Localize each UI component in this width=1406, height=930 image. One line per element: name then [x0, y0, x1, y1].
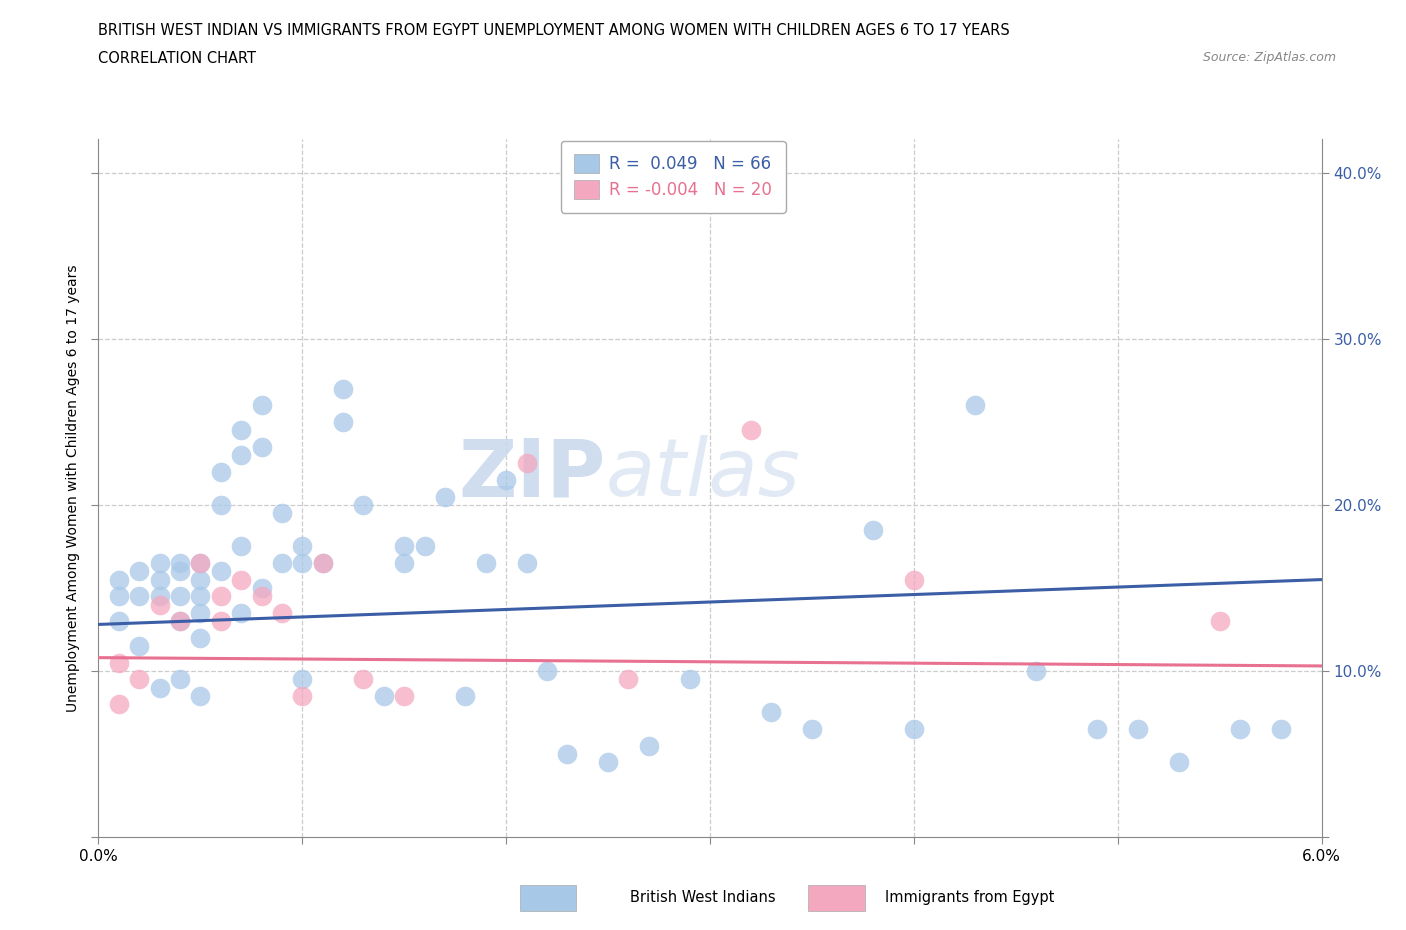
Point	[311, 555, 335, 570]
Point	[108, 614, 131, 629]
Text: CORRELATION CHART: CORRELATION CHART	[98, 51, 256, 66]
Point	[1167, 755, 1189, 770]
Point	[392, 555, 416, 570]
Point	[801, 722, 824, 737]
Point	[413, 539, 436, 554]
Point	[149, 555, 172, 570]
Point	[188, 572, 212, 587]
Point	[373, 688, 395, 703]
Point	[1128, 722, 1150, 737]
Point	[740, 422, 762, 438]
Point	[250, 398, 273, 413]
Point	[250, 580, 273, 595]
Point	[108, 697, 131, 711]
Point	[637, 738, 661, 753]
Point	[209, 589, 232, 604]
Point	[311, 555, 335, 570]
Point	[1270, 722, 1292, 737]
Point	[598, 755, 620, 770]
Point	[516, 456, 538, 471]
Point	[209, 498, 232, 512]
Point	[169, 614, 191, 629]
Point	[903, 572, 925, 587]
Point	[209, 464, 232, 479]
Text: BRITISH WEST INDIAN VS IMMIGRANTS FROM EGYPT UNEMPLOYMENT AMONG WOMEN WITH CHILD: BRITISH WEST INDIAN VS IMMIGRANTS FROM E…	[98, 23, 1010, 38]
Point	[231, 422, 253, 438]
Point	[679, 671, 702, 686]
Point	[352, 498, 374, 512]
Point	[617, 671, 640, 686]
Point	[903, 722, 925, 737]
Point	[188, 589, 212, 604]
Point	[209, 564, 232, 578]
Point	[188, 688, 212, 703]
Text: Source: ZipAtlas.com: Source: ZipAtlas.com	[1202, 51, 1336, 64]
Point	[495, 472, 517, 487]
Point	[169, 589, 191, 604]
Point	[454, 688, 477, 703]
Point	[392, 539, 416, 554]
Point	[128, 589, 150, 604]
Point	[209, 614, 232, 629]
Point	[291, 539, 314, 554]
Point	[188, 555, 212, 570]
Point	[1085, 722, 1108, 737]
Point	[231, 539, 253, 554]
Text: atlas: atlas	[606, 435, 801, 513]
Point	[352, 671, 374, 686]
Point	[188, 605, 212, 620]
Point	[128, 639, 150, 654]
Point	[862, 523, 884, 538]
Point	[332, 381, 354, 396]
Point	[392, 688, 416, 703]
Text: Immigrants from Egypt: Immigrants from Egypt	[886, 890, 1054, 905]
Point	[433, 489, 456, 504]
Point	[169, 564, 191, 578]
Point	[108, 589, 131, 604]
Y-axis label: Unemployment Among Women with Children Ages 6 to 17 years: Unemployment Among Women with Children A…	[66, 264, 80, 712]
Point	[718, 191, 742, 206]
Legend: R =  0.049   N = 66, R = -0.004   N = 20: R = 0.049 N = 66, R = -0.004 N = 20	[561, 140, 786, 213]
Point	[474, 555, 498, 570]
Point	[231, 572, 253, 587]
Point	[291, 671, 314, 686]
Point	[149, 597, 172, 612]
Point	[250, 439, 273, 454]
Point	[149, 680, 172, 695]
Point	[149, 572, 172, 587]
Point	[1229, 722, 1251, 737]
Point	[128, 564, 150, 578]
Point	[761, 705, 783, 720]
Point	[231, 447, 253, 462]
Point	[108, 572, 131, 587]
Point	[332, 415, 354, 430]
Point	[1025, 663, 1047, 678]
Point	[128, 671, 150, 686]
Point	[169, 614, 191, 629]
Point	[250, 589, 273, 604]
Point	[516, 555, 538, 570]
Point	[536, 663, 558, 678]
Point	[270, 555, 292, 570]
Point	[270, 605, 292, 620]
Point	[1208, 614, 1232, 629]
Point	[291, 688, 314, 703]
Point	[231, 605, 253, 620]
Point	[188, 631, 212, 645]
Point	[169, 671, 191, 686]
Point	[188, 555, 212, 570]
Point	[291, 555, 314, 570]
Point	[555, 747, 579, 762]
Point	[169, 555, 191, 570]
Point	[963, 398, 986, 413]
Point	[108, 656, 131, 671]
Point	[270, 506, 292, 521]
Text: ZIP: ZIP	[458, 435, 606, 513]
Point	[149, 589, 172, 604]
Text: British West Indians: British West Indians	[630, 890, 776, 905]
